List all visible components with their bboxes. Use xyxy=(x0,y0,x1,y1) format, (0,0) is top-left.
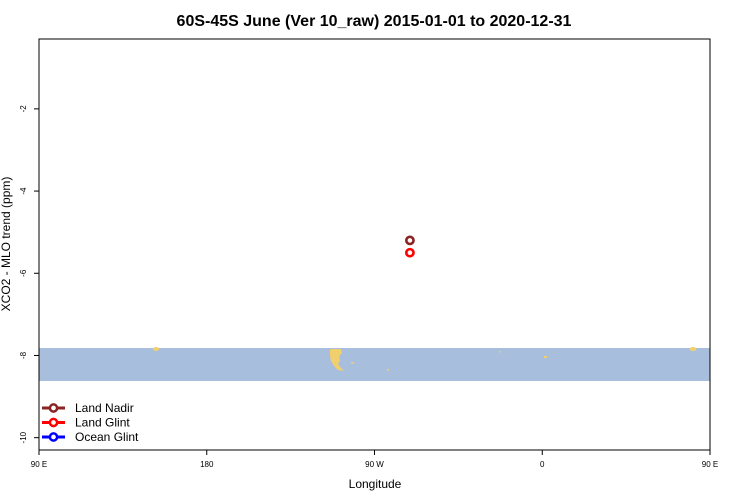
land-patch-new-zealand xyxy=(153,347,159,351)
map-ocean-band xyxy=(39,348,710,381)
land-patch-kerguelen xyxy=(544,356,547,358)
y-tick-label: -4 xyxy=(19,187,28,195)
land-patch-new-zealand-east xyxy=(689,347,697,351)
legend-label-land-glint: Land Glint xyxy=(75,416,130,430)
y-axis-label: XCO2 - MLO trend (ppm) xyxy=(0,177,13,312)
x-tick-label: 180 xyxy=(200,460,214,469)
legend-label-land-nadir: Land Nadir xyxy=(75,401,134,415)
legend-marker-land-nadir xyxy=(48,403,59,413)
land-patch-falklands xyxy=(351,362,354,364)
data-point-land-glint xyxy=(405,247,415,258)
data-point-land-nadir xyxy=(405,235,415,246)
y-axis: -2 -4 -6 -8 -10 xyxy=(19,39,40,450)
y-tick-label: -2 xyxy=(19,105,28,113)
x-axis-label: Longitude xyxy=(349,477,402,491)
map-land-patches xyxy=(153,347,697,371)
plot-area: Land Nadir Land Glint Ocean Glint xyxy=(38,38,711,451)
legend-marker-ocean-glint xyxy=(48,432,59,442)
land-patch-atlantic-island xyxy=(499,351,501,353)
plot-frame xyxy=(38,38,711,451)
y-tick-label: -10 xyxy=(19,431,28,443)
y-tick-label: -8 xyxy=(19,351,28,359)
chart-title: 60S-45S June (Ver 10_raw) 2015-01-01 to … xyxy=(177,13,572,30)
land-patch-south-georgia xyxy=(387,369,389,371)
x-tick-label: 90 E xyxy=(702,460,718,469)
land-patch-south-america xyxy=(330,349,344,371)
y-tick-label: -6 xyxy=(19,269,28,277)
data-points xyxy=(405,235,415,258)
x-tick-label: 90 W xyxy=(365,460,384,469)
x-tick-label: 0 xyxy=(540,460,545,469)
legend: Land Nadir Land Glint Ocean Glint xyxy=(42,401,139,444)
legend-label-ocean-glint: Ocean Glint xyxy=(75,430,139,444)
legend-marker-land-glint xyxy=(48,417,59,428)
x-axis: 90 E 180 90 W 0 90 E xyxy=(31,449,718,469)
x-tick-label: 90 E xyxy=(31,460,47,469)
